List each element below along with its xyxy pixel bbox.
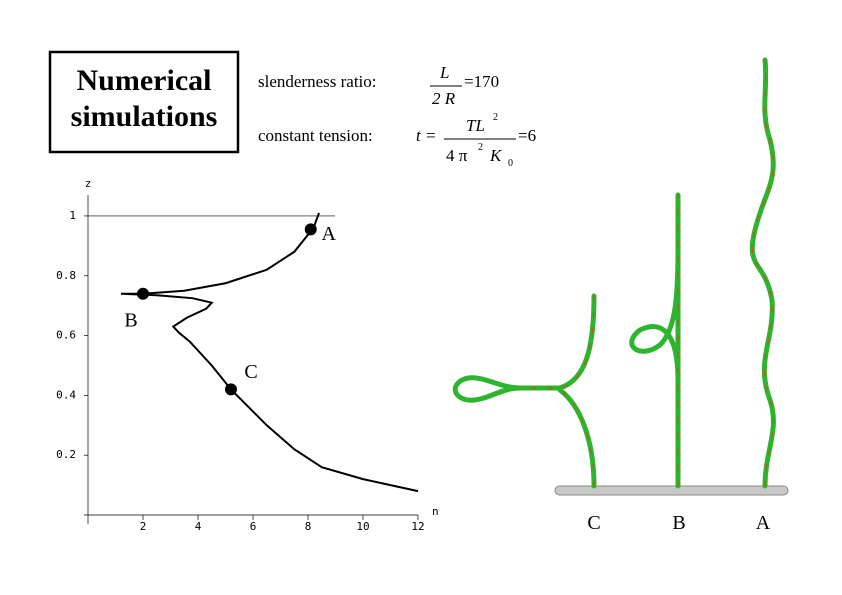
point [225,383,237,396]
formula: 2 R [432,89,456,108]
y-tick-label: 0.8 [56,269,76,282]
formula: 4 π [446,146,468,165]
formula: =6 [518,126,536,145]
y-tick-label: 1 [69,209,76,222]
point-label: B [124,309,137,331]
point-label: A [322,223,337,245]
chart: z n 2 4 6 8 10 12 0.2 0.4 0.6 0.8 1 A B C [56,177,439,533]
y-tick-label: 0.6 [56,329,76,342]
x-tick-label: 4 [195,520,202,533]
x-tick-label: 2 [140,520,147,533]
x-axis-label: n [432,505,439,518]
formula: TL [466,116,485,135]
x-tick-label: 10 [356,520,369,533]
rod [554,485,789,496]
formula: 0 [508,158,513,169]
figure-label: A [756,512,771,534]
y-tick-label: 0.2 [56,448,76,461]
param-label: slenderness ratio: [258,72,377,91]
point [137,287,149,300]
formula: =170 [464,72,499,91]
formula: L [439,63,449,82]
x-tick-label: 8 [305,520,312,533]
y-tick-label: 0.4 [56,388,76,401]
formula: 2 [478,142,483,153]
figure-label: B [672,512,685,534]
x-tick-label: 6 [250,520,257,533]
x-tick-label: 12 [411,520,424,533]
formula: 2 [493,112,498,123]
param-label: constant tension: [258,126,373,145]
filaments [452,57,789,496]
curve [120,212,419,493]
formula: t = [416,126,436,145]
point-label: C [244,361,257,383]
point [304,223,317,236]
figure-label: C [587,512,600,534]
formula: K [489,146,503,165]
title-box [48,50,240,154]
title-line: Numerical simulations [71,64,218,133]
y-axis-label: z [85,177,92,190]
